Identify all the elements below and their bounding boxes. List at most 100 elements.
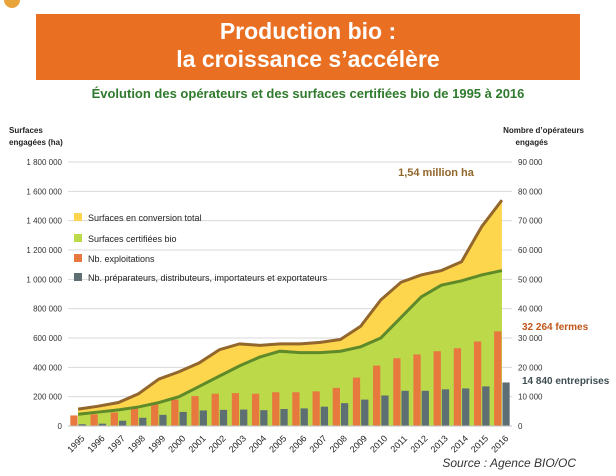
left-tick-label: 1 600 000 [26, 187, 62, 196]
legend-swatch [74, 273, 82, 281]
logo-mark [4, 0, 20, 8]
bar-preparateurs [421, 390, 429, 426]
bar-exploitations [312, 391, 320, 426]
right-axis-label: engagés [516, 138, 549, 147]
legend-label: Nb. exploitations [88, 254, 155, 264]
x-tick-label: 2002 [207, 433, 228, 454]
x-tick-label: 2010 [368, 433, 389, 454]
bar-preparateurs [260, 410, 268, 426]
left-tick-label: 600 000 [33, 334, 62, 343]
bar-exploitations [332, 387, 340, 426]
x-tick-label: 2016 [489, 433, 510, 454]
bar-exploitations [413, 354, 421, 426]
x-tick-label: 2011 [388, 433, 409, 454]
left-tick-label: 1 200 000 [26, 246, 62, 255]
bar-exploitations [352, 377, 361, 426]
bar-preparateurs [441, 389, 450, 426]
x-tick-label: 2014 [449, 433, 470, 454]
x-tick-label: 2004 [247, 433, 268, 454]
x-tick-label: 2005 [267, 433, 288, 454]
bar-preparateurs [300, 408, 308, 426]
bar-preparateurs [340, 403, 349, 426]
banner-title-line1: Production bio : [219, 18, 397, 44]
bar-exploitations [70, 415, 78, 426]
x-tick-label: 2009 [348, 433, 369, 454]
x-tick-label: 2015 [469, 433, 490, 454]
bar-exploitations [211, 393, 219, 426]
bar-exploitations [171, 399, 179, 426]
bar-exploitations [473, 341, 482, 426]
left-tick-label: 800 000 [33, 305, 62, 314]
bar-exploitations [494, 331, 502, 426]
x-tick-label: 2012 [408, 433, 429, 454]
legend-label: Surfaces en conversion total [88, 213, 202, 223]
logo [4, 0, 64, 10]
bar-preparateurs [78, 424, 86, 426]
x-tick-label: 1996 [86, 433, 107, 454]
bar-exploitations [90, 414, 98, 426]
x-tick-label: 2003 [227, 433, 248, 454]
x-tick-label: 2008 [328, 433, 349, 454]
right-tick-label: 90 000 [518, 158, 543, 167]
source-note: Source : Agence BIO/OC [442, 456, 576, 470]
left-tick-label: 0 [58, 422, 63, 431]
bar-preparateurs [159, 414, 167, 426]
x-tick-label: 2007 [308, 433, 329, 454]
x-tick-label: 2001 [186, 433, 207, 454]
bar-preparateurs [401, 390, 409, 426]
bar-exploitations [453, 348, 462, 426]
banner-title-line2: la croissance s’accélère [176, 46, 440, 72]
left-tick-label: 1 400 000 [26, 217, 62, 226]
chart-subtitle: Évolution des opérateurs et des surfaces… [91, 86, 525, 101]
annotation-total-surface: 1,54 million ha [398, 167, 475, 179]
left-tick-label: 1 000 000 [26, 275, 62, 284]
legend-swatch [74, 234, 82, 242]
left-tick-label: 200 000 [33, 393, 62, 402]
right-tick-label: 70 000 [518, 217, 543, 226]
annotation-farms: 32 264 fermes [522, 322, 589, 333]
x-tick-label: 1999 [146, 433, 167, 454]
bar-preparateurs [320, 406, 329, 426]
bar-exploitations [151, 402, 159, 426]
right-tick-label: 30 000 [518, 334, 543, 343]
left-tick-label: 1 800 000 [26, 158, 62, 167]
x-tick-label: 2013 [429, 433, 450, 454]
right-tick-label: 60 000 [518, 246, 543, 255]
bar-preparateurs [240, 409, 248, 426]
bar-preparateurs [361, 399, 369, 426]
bar-exploitations [272, 392, 280, 426]
bar-exploitations [191, 396, 199, 426]
bar-preparateurs [381, 395, 389, 426]
right-tick-label: 0 [518, 422, 523, 431]
x-tick-label: 2006 [287, 433, 308, 454]
bar-preparateurs [482, 386, 490, 426]
bar-preparateurs [139, 417, 147, 426]
bar-exploitations [292, 392, 300, 426]
legend-swatch [74, 213, 82, 221]
bar-exploitations [231, 393, 240, 426]
annotation-companies: 14 840 entreprises [522, 376, 610, 387]
left-tick-label: 400 000 [33, 363, 62, 372]
right-tick-label: 50 000 [518, 275, 543, 284]
x-tick-label: 1995 [65, 433, 86, 454]
bar-exploitations [251, 393, 260, 426]
left-axis-label: Surfaces [9, 126, 43, 135]
legend-label: Nb. préparateurs, distributeurs, importa… [88, 273, 328, 283]
bar-exploitations [433, 351, 441, 426]
bar-preparateurs [98, 423, 107, 426]
right-axis-label: Nombre d’opérateurs [503, 126, 584, 135]
x-tick-label: 1997 [106, 433, 127, 454]
bar-exploitations [373, 365, 381, 426]
x-tick-label: 1998 [126, 433, 147, 454]
bar-exploitations [130, 408, 139, 426]
right-tick-label: 20 000 [518, 363, 543, 372]
x-tick-label: 2000 [166, 433, 187, 454]
left-axis-label: engagées (ha) [9, 138, 63, 147]
bar-exploitations [393, 358, 401, 426]
bar-preparateurs [502, 382, 510, 426]
bar-preparateurs [179, 411, 187, 426]
bar-exploitations [110, 412, 118, 426]
certified-surface-line [77, 269, 503, 416]
total-surface-line [77, 199, 504, 411]
